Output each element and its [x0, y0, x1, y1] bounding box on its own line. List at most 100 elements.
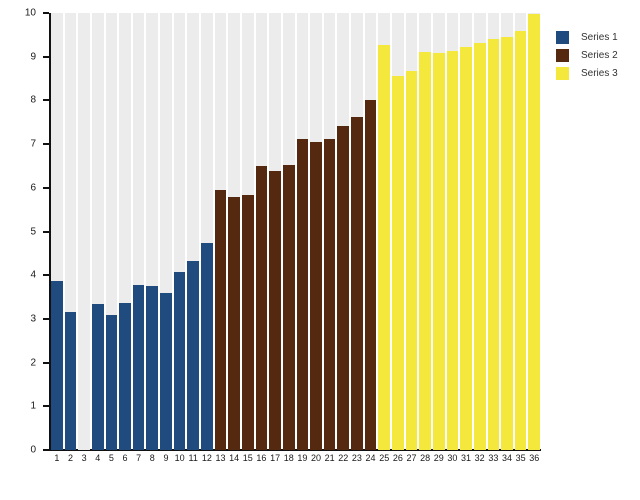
bar — [146, 285, 159, 450]
bar — [364, 100, 377, 450]
bar-slot — [173, 13, 186, 450]
bar-slot — [132, 13, 145, 450]
bar-slot — [64, 13, 77, 450]
legend: Series 1 Series 2 Series 3 — [556, 31, 618, 85]
bar-slot — [214, 13, 227, 450]
bar — [501, 37, 513, 450]
bar-slot — [105, 13, 118, 450]
y-axis-tick-label: 6 — [30, 182, 36, 194]
x-axis-tick-label: 2 — [67, 453, 73, 463]
x-axis-tick-label: 31 — [461, 453, 472, 463]
legend-swatch — [556, 49, 569, 62]
y-axis-tick-label: 5 — [30, 226, 36, 237]
x-axis-tick-label: 30 — [447, 453, 458, 463]
bar — [91, 304, 104, 450]
y-axis-tick-label: 2 — [30, 357, 36, 369]
bar-slot — [378, 13, 391, 450]
y-axis-tick-label: 8 — [30, 94, 36, 106]
bar-slot — [392, 13, 404, 450]
bar — [160, 293, 172, 450]
x-axis-tick-label: 13 — [215, 453, 226, 463]
y-axis-tick-label: 9 — [30, 51, 36, 63]
bar — [132, 284, 145, 450]
x-axis-tick-label: 4 — [95, 453, 101, 463]
bar-slot — [364, 13, 377, 450]
bar-slot — [228, 13, 240, 450]
x-axis-tick-label: 18 — [283, 453, 294, 463]
bar-background — [78, 13, 90, 450]
legend-label: Series 1 — [581, 32, 618, 43]
x-axis-tick-label: 19 — [297, 453, 308, 463]
bar-background — [64, 13, 77, 450]
y-axis-tick — [43, 143, 49, 146]
bar-slot — [78, 13, 90, 450]
y-axis-tick — [43, 12, 49, 14]
bar — [310, 141, 322, 450]
bar-slot — [528, 13, 541, 450]
x-axis-tick-label: 26 — [392, 453, 403, 463]
bar-slot — [269, 13, 281, 450]
x-axis-tick-label: 35 — [515, 453, 526, 463]
x-axis-tick-label: 33 — [488, 453, 499, 463]
bar — [446, 50, 459, 450]
y-axis-ticks — [43, 12, 49, 451]
bar — [473, 42, 486, 450]
bar — [214, 190, 227, 450]
y-axis-tick — [43, 99, 49, 102]
x-axis-tick-label: 16 — [256, 453, 267, 463]
bar-slot — [446, 13, 459, 450]
bar — [201, 242, 213, 450]
x-axis-tick-label: 5 — [108, 453, 114, 463]
bar-slot — [323, 13, 336, 450]
bar — [105, 314, 118, 450]
y-axis-tick — [43, 449, 49, 451]
bar — [173, 272, 186, 450]
y-axis-tick — [43, 274, 49, 277]
bar — [255, 165, 268, 450]
bar-slot — [91, 13, 104, 450]
bar-slot — [419, 13, 431, 450]
x-axis-tick-label: 17 — [270, 453, 281, 463]
x-axis-tick-label: 20 — [310, 453, 321, 463]
legend-label: Series 2 — [581, 50, 618, 61]
bar — [351, 117, 363, 450]
bar-slot — [241, 13, 254, 450]
y-axis-line — [49, 13, 51, 451]
bar — [119, 303, 131, 450]
bar-background — [146, 13, 159, 450]
x-axis-tick-label: 8 — [149, 453, 155, 463]
y-axis-tick — [43, 405, 49, 408]
legend-label: Series 3 — [581, 68, 618, 79]
x-axis-tick-label: 21 — [324, 453, 335, 463]
legend-item: Series 3 — [556, 67, 618, 80]
bar-background — [201, 13, 213, 450]
x-axis-tick-label: 36 — [529, 453, 540, 463]
bar — [241, 195, 254, 450]
x-axis-tick-label: 24 — [365, 453, 376, 463]
bar-slot — [432, 13, 445, 450]
bar-slot — [460, 13, 472, 450]
x-axis-tick-label: 7 — [136, 453, 142, 463]
bar — [296, 139, 309, 450]
bar-background — [173, 13, 186, 450]
bar-background — [91, 13, 104, 450]
bar — [487, 39, 500, 450]
bar-slot — [119, 13, 131, 450]
bar — [269, 170, 281, 450]
x-axis-tick-label: 10 — [174, 453, 185, 463]
bar-slot — [201, 13, 213, 450]
bar-slot — [296, 13, 309, 450]
bar-slot — [51, 13, 63, 450]
bar-slot — [351, 13, 363, 450]
x-axis-tick-label: 23 — [351, 453, 362, 463]
y-axis-tick-label: 1 — [30, 400, 36, 412]
legend-item: Series 2 — [556, 49, 618, 62]
bar — [51, 280, 63, 450]
x-axis-tick-label: 1 — [54, 453, 60, 463]
bar — [323, 139, 336, 450]
bar — [419, 51, 431, 450]
bar-background — [160, 13, 172, 450]
bar-background — [119, 13, 131, 450]
bar — [64, 312, 77, 450]
